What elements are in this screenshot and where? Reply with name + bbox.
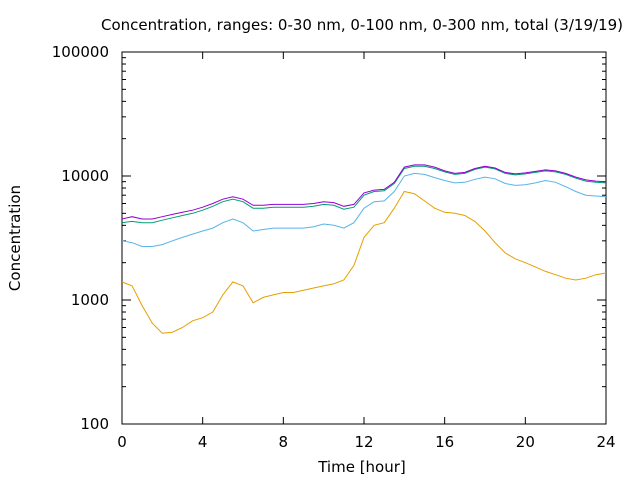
- x-tick-label: 0: [117, 433, 127, 451]
- y-axis-ticks: 100 1000 10000 100000: [52, 43, 606, 433]
- x-tick-label: 4: [198, 433, 208, 451]
- x-tick-label: 8: [279, 433, 289, 451]
- x-tick-label: 20: [516, 433, 535, 451]
- chart-title: Concentration, ranges: 0-30 nm, 0-100 nm…: [101, 16, 623, 34]
- series-line-2: [121, 172, 607, 247]
- x-tick-label: 12: [354, 433, 373, 451]
- x-tick-label: 16: [435, 433, 454, 451]
- x-axis-label: Time [hour]: [317, 458, 406, 476]
- y-tick-label: 10000: [61, 167, 109, 185]
- y-tick-label: 100: [80, 415, 109, 433]
- series-line-3: [121, 165, 607, 224]
- x-axis-ticks: 0 4 8 12 16 20 24: [117, 52, 616, 451]
- x-tick-label: 24: [596, 433, 615, 451]
- y-tick-label: 1000: [71, 291, 109, 309]
- series-group: [121, 164, 607, 334]
- series-line-4: [121, 164, 607, 220]
- series-line-1: [121, 190, 607, 334]
- y-tick-label: 100000: [52, 43, 109, 61]
- y-axis-label: Concentration: [6, 185, 24, 291]
